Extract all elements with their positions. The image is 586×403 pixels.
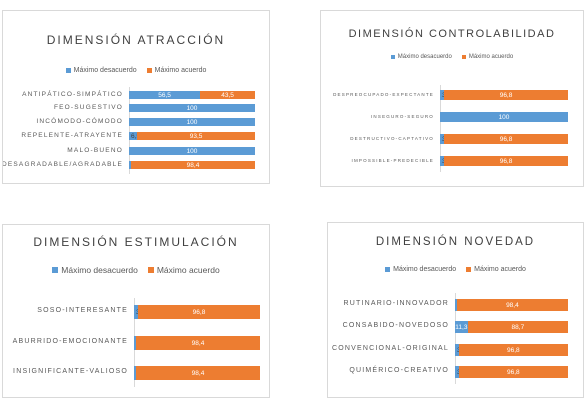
legend-item-maximo-desacuerdo: Máximo desacuerdo — [385, 266, 456, 273]
data-label: 93,5 — [189, 132, 203, 140]
category-label: INCÓMODO-CÓMODO — [36, 117, 123, 125]
legend-label: Máximo acuerdo — [156, 265, 220, 275]
category-label: CONVENCIONAL-ORIGINAL — [332, 345, 449, 353]
bar-maximo-acuerdo: 98,4 — [136, 336, 260, 350]
chart-title: DIMENSIÓN ESTIMULACIÓN — [33, 235, 239, 249]
legend-swatch — [385, 267, 391, 272]
bar-maximo-acuerdo: 93,5 — [137, 131, 255, 141]
data-label: 56,5 — [158, 91, 171, 99]
data-label: 100 — [498, 113, 510, 121]
category-label: DESTRUCTIVO-CAPTATIVO — [350, 136, 434, 142]
data-label: 96,8 — [499, 157, 513, 165]
chart-title: DIMENSIÓN NOVEDAD — [375, 236, 536, 248]
bar-maximo-acuerdo: 96,8 — [444, 133, 568, 145]
bar-maximo-acuerdo: 96,8 — [138, 305, 260, 319]
chart-title: DIMENSIÓN CONTROLABILIDAD — [348, 28, 556, 40]
legend-item-maximo-acuerdo: Máximo acuerdo — [466, 266, 526, 273]
bar-maximo-desacuerdo: 11,3 — [455, 321, 468, 333]
chart-legend: Máximo desacuerdo Máximo acuerdo — [321, 54, 583, 60]
chart-panel-dimension-estimulacion: DIMENSIÓN ESTIMULACIÓN Máximo desacuerdo M… — [2, 224, 270, 398]
bar-maximo-desacuerdo: 56,5 — [129, 90, 201, 100]
bar-maximo-desacuerdo: 100 — [129, 146, 255, 156]
legend-label: Máximo desacuerdo — [73, 67, 137, 74]
data-label: 98,4 — [191, 369, 205, 377]
bar-maximo-acuerdo: 98,4 — [131, 160, 255, 170]
legend-swatch — [52, 267, 59, 273]
data-label: 43,5 — [221, 91, 234, 99]
category-axis-line — [440, 84, 441, 172]
legend-item-maximo-acuerdo: Máximo acuerdo — [146, 67, 207, 74]
category-label: INSIGNIFICANTE-VALIOSO — [13, 368, 128, 376]
data-label: 96,8 — [506, 368, 520, 376]
data-label: 100 — [186, 118, 198, 126]
legend-item-maximo-acuerdo: Máximo acuerdo — [147, 265, 220, 275]
category-label: ANTIPÁTICO-SIMPÁTICO — [22, 90, 123, 98]
category-label: IMPOSSIBLE-PREDECIBLE — [351, 158, 434, 164]
bar-maximo-desacuerdo: 100 — [440, 111, 568, 123]
bar-maximo-acuerdo: 96,8 — [458, 366, 568, 378]
bar-maximo-acuerdo: 98,4 — [456, 299, 568, 311]
bar-maximo-desacuerdo: 100 — [129, 103, 255, 113]
chart-panel-dimension-atraccion: DIMENSIÓN ATRACCIÓN Máximo desacuerdo Máxi… — [2, 10, 270, 184]
legend-label: Máximo desacuerdo — [393, 266, 457, 273]
data-label: 98,4 — [186, 161, 200, 169]
category-label: INSEGURO-SEGURO — [370, 114, 434, 120]
category-label: DESAGRADABLE/AGRADABLE — [2, 160, 123, 168]
data-label: 96,8 — [499, 135, 513, 143]
data-label: 98,4 — [191, 339, 205, 347]
chart-legend: Máximo desacuerdo Máximo acuerdo — [3, 67, 269, 74]
bar-maximo-acuerdo: 88,7 — [467, 321, 568, 333]
bar-maximo-acuerdo: 96,8 — [458, 344, 568, 356]
legend-item-maximo-desacuerdo: Máximo desacuerdo — [390, 54, 452, 60]
bar-maximo-desacuerdo: 6,5 — [129, 131, 141, 141]
category-label: CONSABIDO-NOVEDOSO — [342, 322, 449, 330]
category-label: FEO-SUGESTIVO — [53, 103, 123, 111]
chart-panel-dimension-controlabilidad: DIMENSIÓN CONTROLABILIDAD Máximo desacuer… — [320, 10, 584, 187]
legend-item-maximo-desacuerdo: Máximo desacuerdo — [52, 265, 138, 275]
legend-label: Máximo acuerdo — [468, 54, 514, 60]
bar-maximo-acuerdo: 96,8 — [444, 89, 568, 101]
category-label: REPELENTE-ATRAYENTE — [21, 131, 123, 139]
category-label: MALO-BUENO — [67, 146, 123, 154]
chart-legend: Máximo desacuerdo Máximo acuerdo — [328, 266, 583, 273]
legend-swatch — [390, 55, 395, 59]
chart-panel-dimension-novedad: DIMENSIÓN NOVEDAD Máximo desacuerdo Máximo… — [327, 222, 584, 398]
legend-label: Máximo acuerdo — [474, 266, 526, 273]
category-label: RUTINARIO-INNOVADOR — [343, 300, 449, 308]
bar-maximo-acuerdo: 43,5 — [200, 90, 255, 100]
legend-swatch — [65, 68, 71, 73]
bar-maximo-acuerdo: 96,8 — [444, 155, 568, 167]
category-label: ABURRIDO-EMOCIONANTE — [12, 338, 128, 346]
category-axis-line — [129, 86, 130, 174]
chart-title: DIMENSIÓN ATRACCIÓN — [46, 33, 226, 47]
bar-maximo-desacuerdo: 100 — [129, 117, 255, 127]
data-label: 96,8 — [499, 91, 513, 99]
data-label: 88,7 — [511, 323, 525, 331]
data-label: 100 — [186, 147, 198, 155]
bar-maximo-acuerdo: 98,4 — [136, 366, 260, 380]
legend-item-maximo-acuerdo: Máximo acuerdo — [461, 54, 514, 60]
data-label: 96,8 — [506, 346, 520, 354]
legend-swatch — [146, 68, 152, 73]
data-label: 100 — [186, 104, 198, 112]
legend-swatch — [461, 55, 466, 59]
legend-label: Máximo desacuerdo — [397, 54, 452, 60]
legend-swatch — [147, 267, 154, 273]
legend-label: Máximo acuerdo — [154, 67, 207, 74]
data-label: 6,5 — [131, 132, 141, 140]
legend-label: Máximo desacuerdo — [61, 265, 138, 275]
category-axis-line — [455, 293, 456, 384]
category-label: QUIMÉRICO-CREATIVO — [349, 367, 449, 375]
legend-swatch — [466, 267, 472, 272]
data-label: 96,8 — [192, 308, 206, 316]
data-label: 11,3 — [455, 323, 468, 331]
data-label: 98,4 — [506, 301, 519, 309]
legend-item-maximo-desacuerdo: Máximo desacuerdo — [65, 67, 137, 74]
chart-legend: Máximo desacuerdo Máximo acuerdo — [3, 265, 269, 275]
category-label: DESPREOCUPADO-EXPECTANTE — [333, 92, 434, 98]
category-label: SOSO-INTERESANTE — [37, 307, 128, 315]
